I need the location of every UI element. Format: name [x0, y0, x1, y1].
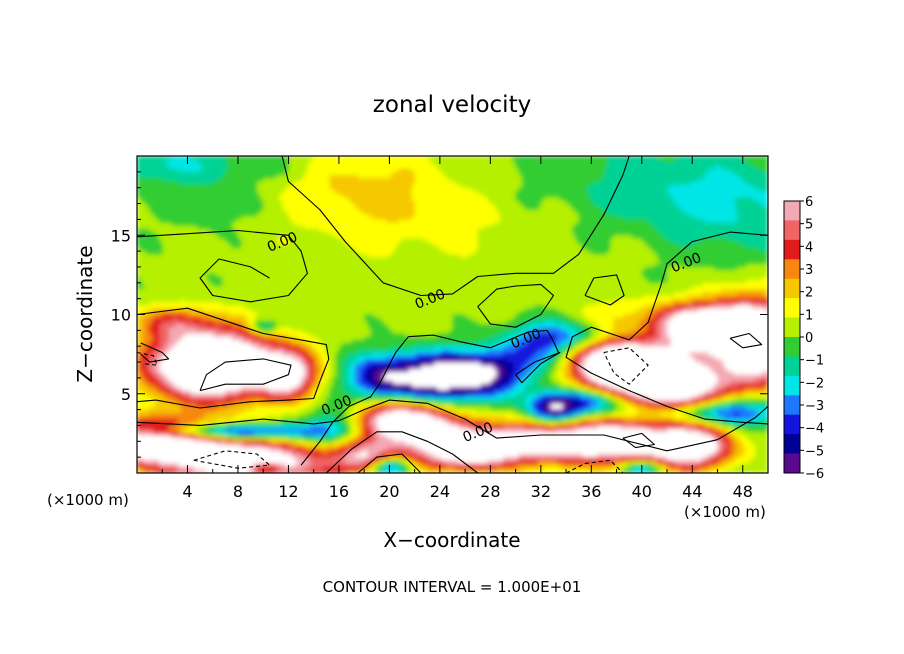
colorbar-tick-label: 1: [805, 308, 813, 323]
colorbar-swatch: [784, 434, 800, 455]
x-tick-label: 16: [329, 482, 349, 501]
chart-title: zonal velocity: [373, 92, 531, 118]
colorbar-swatch: [784, 395, 800, 416]
contour-line-19: [137, 351, 158, 366]
contour-line-3: [137, 399, 768, 452]
contour-labels: 0.000.000.000.000.000.00: [265, 229, 704, 446]
contour-line-4: [325, 431, 479, 473]
colorbar-swatch: [784, 356, 800, 377]
colorbar-swatch: [784, 453, 800, 474]
velocity-field-image: [137, 156, 768, 473]
colorbar-swatch: [784, 414, 800, 435]
colorbar-tick-label: 6: [805, 195, 813, 210]
contour-line-18: [565, 459, 624, 473]
colorbar-swatch: [784, 317, 800, 338]
contour-lines: [137, 156, 768, 473]
x-tick-label: 32: [531, 482, 551, 501]
contour-line-5: [357, 453, 422, 473]
contour-line-8: [477, 283, 555, 328]
contour-line-12: [199, 358, 292, 392]
colorbar-swatch: [784, 375, 800, 396]
colorbar-swatch: [784, 259, 800, 280]
colorbar-tick-label: 5: [805, 218, 813, 233]
contour-interval-note: CONTOUR INTERVAL = 1.000E+01: [323, 578, 582, 596]
colorbar-tick-label: −5: [805, 444, 824, 459]
contour-line-13: [140, 342, 170, 363]
contour-line-7: [281, 156, 630, 297]
colorbar-tick-label: −1: [805, 354, 824, 369]
contour-line-11: [565, 231, 768, 425]
colorbar-swatch: [784, 337, 800, 357]
colorbar: 6 5 4 3 2 1 0 −1 −2 −3 −4 −5 −6: [783, 195, 824, 482]
contour-line-2: [137, 307, 330, 409]
x-tick-label: 36: [581, 482, 601, 501]
plot-area: 0.000.000.000.000.000.00: [136, 155, 769, 474]
colorbar-swatch: [784, 220, 800, 241]
contour-line-15: [729, 332, 763, 349]
contour-line-17: [193, 450, 271, 469]
x-tick-label: 48: [733, 482, 753, 501]
y-axis-label: Z−coordinate: [73, 245, 97, 382]
contour-line-16: [603, 347, 649, 385]
y-axis: 5 10 15: [111, 171, 768, 458]
colorbar-swatch: [784, 298, 800, 319]
x-tick-label: 24: [430, 482, 450, 501]
colorbar-tick-label: 2: [805, 286, 813, 301]
x-tick-label: 8: [233, 482, 243, 501]
contour-line-10: [515, 351, 561, 384]
colorbar-tick-label: −3: [805, 399, 824, 414]
y-tick-label: 10: [111, 306, 131, 325]
colorbar-swatch: [784, 278, 800, 299]
contour-line-14: [622, 432, 655, 449]
colorbar-tick-label: 0: [805, 331, 813, 346]
x-tick-label: 40: [632, 482, 652, 501]
colorbar-tick-label: −6: [805, 467, 824, 482]
x-tick-label: 4: [182, 482, 192, 501]
x-tick-label: 20: [379, 482, 399, 501]
colorbar-swatch: [784, 239, 800, 260]
colorbar-tick-label: −4: [805, 422, 824, 437]
contour-line-6: [300, 329, 560, 466]
x-tick-label: 12: [278, 482, 298, 501]
x-unit-right: (×1000 m): [684, 503, 766, 521]
x-axis: 4 8 12 16 20 24 28 32 36 40 44 48: [161, 156, 753, 501]
x-axis-label: X−coordinate: [383, 528, 520, 552]
colorbar-tick-label: 3: [805, 263, 813, 278]
x-tick-label: 28: [480, 482, 500, 501]
contour-line-9: [584, 274, 625, 306]
colorbar-tick-label: −2: [805, 376, 824, 391]
colorbar-swatch: [784, 201, 800, 221]
x-unit-left: (×1000 m): [47, 491, 129, 509]
x-tick-label: 44: [682, 482, 702, 501]
y-tick-label: 5: [121, 385, 131, 404]
y-tick-label: 15: [111, 226, 131, 245]
contour-line-1: [137, 229, 308, 303]
colorbar-tick-label: 4: [805, 240, 813, 255]
